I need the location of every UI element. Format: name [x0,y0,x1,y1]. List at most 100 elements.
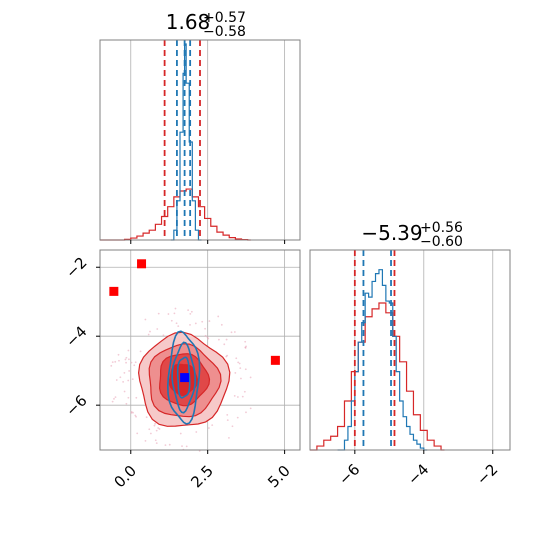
top-histogram-blue [170,43,202,241]
mid-scatter-point [125,356,128,359]
mid-ytick-label: −2 [62,254,90,282]
mid-scatter-point [149,330,151,333]
mid-scatter-point [127,396,130,399]
mid-scatter-point [249,376,252,379]
top-title: 1.68 [166,10,211,34]
mid-scatter-point [237,361,240,364]
mid-blue-contour [176,356,191,399]
mid-scatter-point [170,319,173,322]
mid-scatter-point [244,347,247,349]
mid-scatter-point [231,425,234,428]
mid-scatter-point [235,357,238,360]
mid-marker [109,286,119,296]
mid-scatter-point [230,331,233,334]
mid-scatter-point [220,323,223,326]
mid-scatter-point [234,372,237,374]
right-xtick-label: −4 [404,460,432,488]
mid-scatter-point [245,411,247,414]
mid-xtick-label: 2.5 [187,462,217,492]
mid-scatter-point [123,390,126,393]
mid-scatter-point [162,334,165,337]
mid-scatter-point [136,432,139,435]
mid-scatter-point [114,396,117,399]
mid-scatter-point [225,338,228,341]
right-title-sub: −0.60 [420,234,463,250]
mid-scatter-point [125,361,127,364]
mid-scatter-point [241,395,244,398]
top-quantile-lines [163,40,201,240]
mid-scatter-point [226,414,229,416]
mid-scatter-point [194,322,197,325]
mid-scatter-point [217,315,220,318]
mid-scatter-point [130,361,133,364]
mid-scatter-point [181,445,183,448]
mid-scatter-point [135,396,138,399]
mid-scatter-point [218,338,220,341]
mid-scatter-point [118,359,120,362]
mid-scatter-point [204,334,207,337]
mid-scatter-point [185,445,188,448]
mid-marker [270,355,280,365]
mid-scatter-point [133,364,136,367]
mid-scatter-point [123,371,126,374]
mid-scatter-point [206,336,209,339]
mid-blue-contour [166,330,201,425]
mid-scatter-point [244,340,247,343]
top-histogram-red [100,188,251,241]
panel-top-left-histogram: 1.68 +0.57 −0.58 [99,10,301,244]
mid-scatter-point [139,350,142,353]
mid-scatter-point [240,377,242,380]
top-title-sub: −0.58 [203,24,246,40]
mid-scatter-point [111,361,114,364]
mid-scatter-point [174,307,177,310]
right-title-value: −5.39 [361,221,422,245]
right-histogram-red [310,302,445,451]
mid-scatter-point [239,367,242,370]
mid-scatter-point [149,432,152,435]
mid-blue-contours [166,330,201,425]
right-ticks: −6 −4 −2 [335,450,501,489]
mid-scatter-point [145,416,148,419]
mid-scatter-point [122,380,125,383]
mid-scatter-point [117,353,120,356]
mid-scatter-point [208,320,211,322]
top-ticks [130,240,286,244]
mid-scatter-point [147,333,150,336]
right-quantile-lines [353,250,396,450]
mid-scatter-point [236,416,239,419]
mid-scatter-point [130,411,133,414]
mid-scatter-point [153,424,156,427]
mid-scatter-point [111,400,114,403]
mid-ytick-label: −6 [62,391,90,419]
mid-scatter-point [189,312,192,315]
right-title-sup: +0.56 [420,220,463,236]
mid-scatter-point [245,345,247,348]
mid-scatter-point [144,439,147,442]
mid-scatter-point [226,354,229,357]
mid-scatter-point [127,349,130,352]
mid-scatter-point [154,439,157,442]
right-axes-frame [309,249,511,451]
right-histograms [310,269,445,451]
mid-scatter-point [226,419,229,422]
mid-grid [100,250,300,450]
mid-scatter-point [195,431,198,433]
mid-scatter-point [244,368,247,371]
mid-scatter-point [157,312,160,315]
mid-scatter-point [127,379,130,382]
top-title-value: 1.68 [166,10,211,34]
mid-scatter-point [167,313,170,315]
mid-xtick-label: 5.0 [264,462,294,492]
mid-scatter-point [144,318,147,321]
mid-scatter-point [175,322,178,325]
top-histograms [100,43,251,241]
mid-scatter-point [173,312,176,315]
mid-scatter-point [132,411,134,414]
mid-scatter-point [179,432,182,435]
right-xtick-label: −6 [335,460,363,488]
mid-scatter-point [177,325,180,328]
right-histogram-blue [337,269,428,451]
mid-scatter-point [155,442,158,445]
right-xtick-label: −2 [473,460,501,488]
mid-scatter-point [155,429,158,432]
